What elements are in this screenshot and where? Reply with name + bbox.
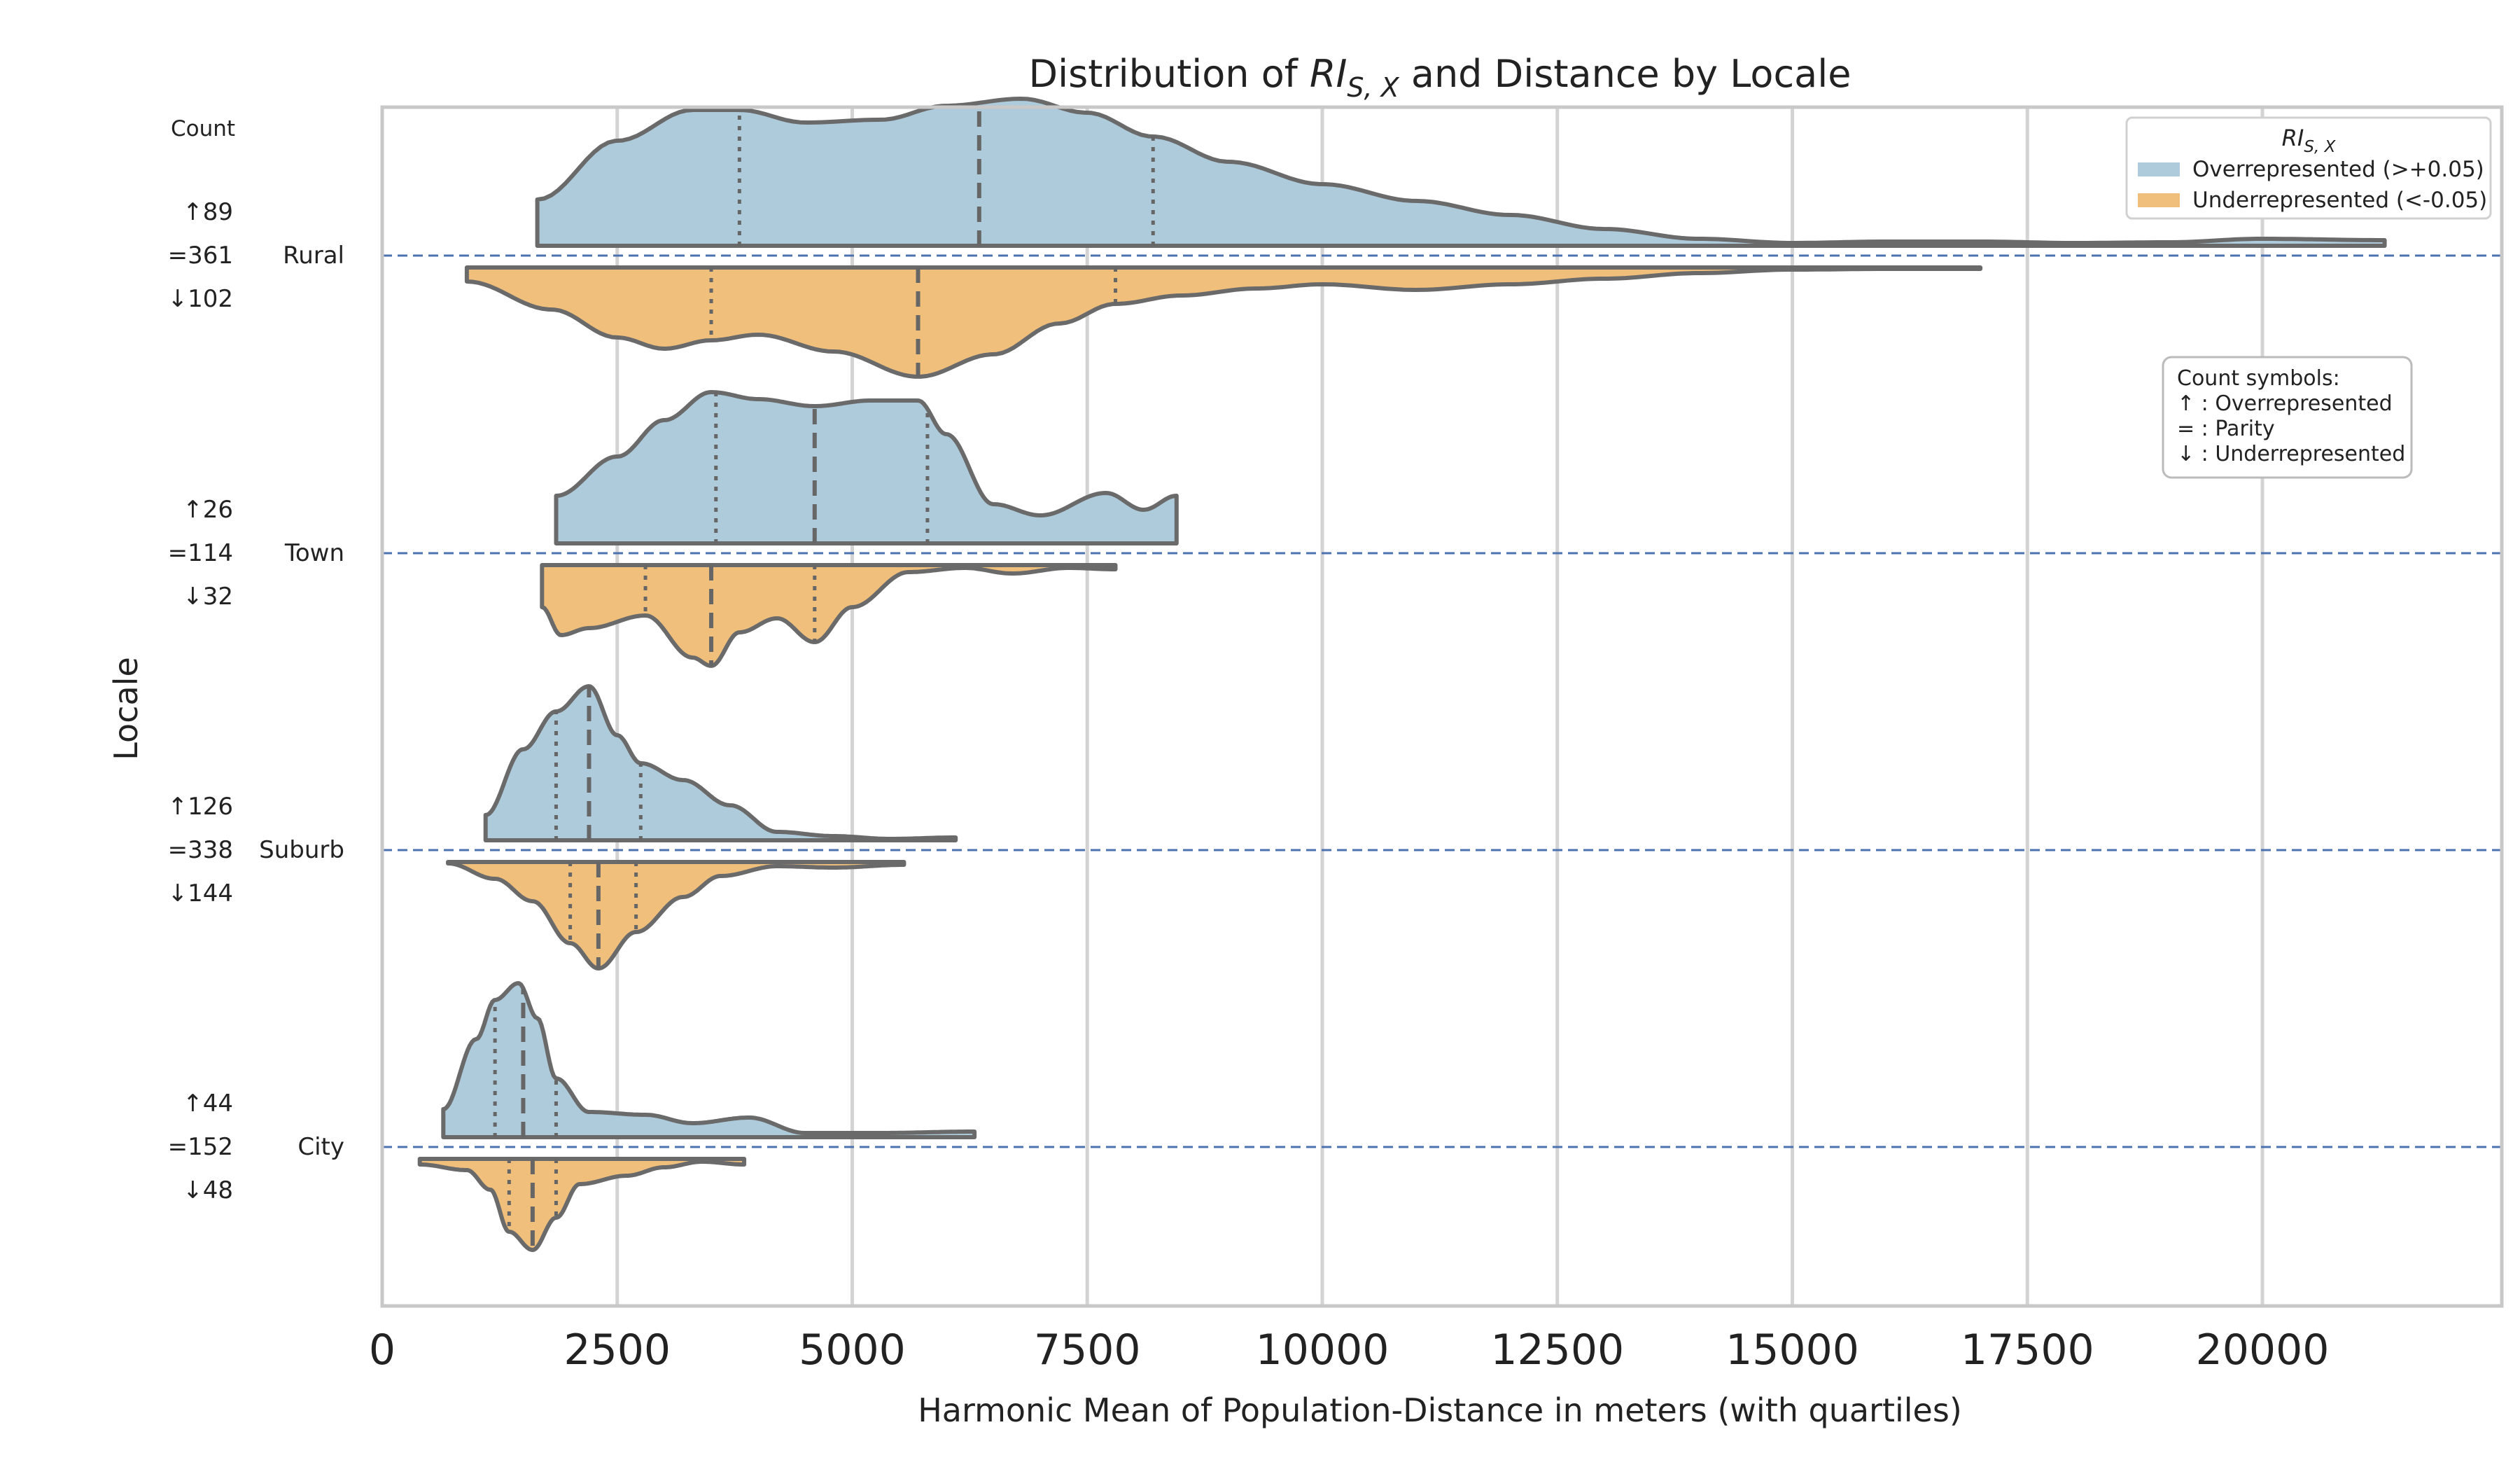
legend-label-overrepresented: Overrepresented (>+0.05) bbox=[2192, 157, 2484, 182]
count-symbols-line-4: ↓ : Underrepresented bbox=[2177, 442, 2405, 466]
legend: RIS, X Overrepresented (>+0.05) Underrep… bbox=[2125, 116, 2492, 220]
category-label: Rural bbox=[283, 242, 344, 270]
violin-over-town bbox=[554, 390, 1179, 545]
x-axis-label: Harmonic Mean of Population-Distance in … bbox=[918, 1391, 1962, 1429]
count-over: ↑26 bbox=[183, 496, 233, 524]
violin-under-town bbox=[540, 563, 1118, 668]
count-under: ↓32 bbox=[183, 583, 233, 611]
violin-over-rural bbox=[535, 97, 2387, 248]
category-label: City bbox=[298, 1133, 344, 1161]
legend-label-underrepresented: Underrepresented (<-0.05) bbox=[2192, 188, 2487, 213]
legend-title: RIS, X bbox=[2282, 125, 2337, 156]
chart-title: Distribution of RIS, X and Distance by L… bbox=[1029, 52, 1851, 103]
legend-swatch-overrepresented bbox=[2138, 162, 2180, 176]
legend-swatch-underrepresented bbox=[2138, 193, 2180, 207]
count-symbols-line-2: ↑ : Overrepresented bbox=[2177, 391, 2393, 416]
violin-under-suburb bbox=[446, 860, 906, 971]
y-axis-label: Locale bbox=[107, 657, 145, 760]
category-label-layer: Rural ↑89 =361 ↓102 Town ↑26 =114 ↓32 Suburb ↑126… bbox=[168, 198, 344, 1204]
x-tick-label: 10000 bbox=[1256, 1326, 1390, 1375]
count-parity: =338 bbox=[168, 836, 233, 864]
count-over: ↑44 bbox=[183, 1090, 233, 1118]
count-parity: =361 bbox=[168, 242, 233, 270]
x-tick-label: 12500 bbox=[1490, 1326, 1624, 1375]
x-tick-label: 20000 bbox=[2196, 1326, 2330, 1375]
x-tick-label: 7500 bbox=[1034, 1326, 1141, 1375]
count-parity: =152 bbox=[168, 1133, 233, 1161]
x-tick-label: 2500 bbox=[564, 1326, 671, 1375]
violin-layer bbox=[417, 97, 2387, 1252]
violin-over-suburb bbox=[483, 684, 958, 842]
count-parity: =114 bbox=[168, 539, 233, 567]
category-label: Town bbox=[284, 539, 344, 567]
count-over: ↑89 bbox=[183, 198, 233, 226]
count-symbols-line-3: = : Parity bbox=[2177, 417, 2275, 441]
count-symbols-note: Count symbols: ↑ : Overrepresented = : P… bbox=[2162, 356, 2413, 479]
x-tick-label: 5000 bbox=[799, 1326, 906, 1375]
count-under: ↓144 bbox=[168, 879, 233, 908]
x-tick-layer: 0 2500 5000 7500 10000 12500 15000 17500 20000 bbox=[369, 1326, 2330, 1375]
count-under: ↓48 bbox=[183, 1176, 233, 1204]
plot-frame bbox=[380, 105, 2504, 1308]
violin-under-rural bbox=[464, 265, 1983, 379]
x-tick-label: 17500 bbox=[1961, 1326, 2094, 1375]
legend-box bbox=[2125, 116, 2492, 220]
count-symbols-box bbox=[2162, 356, 2413, 479]
category-label: Suburb bbox=[259, 836, 344, 864]
x-tick-label: 15000 bbox=[1726, 1326, 1859, 1375]
violin-under-city bbox=[417, 1157, 747, 1252]
violin-over-city bbox=[441, 981, 977, 1139]
count-under: ↓102 bbox=[168, 285, 233, 313]
count-header: Count bbox=[171, 116, 235, 141]
count-over: ↑126 bbox=[168, 793, 233, 821]
x-tick-label: 0 bbox=[369, 1326, 396, 1375]
count-symbols-line-1: Count symbols: bbox=[2177, 366, 2340, 391]
